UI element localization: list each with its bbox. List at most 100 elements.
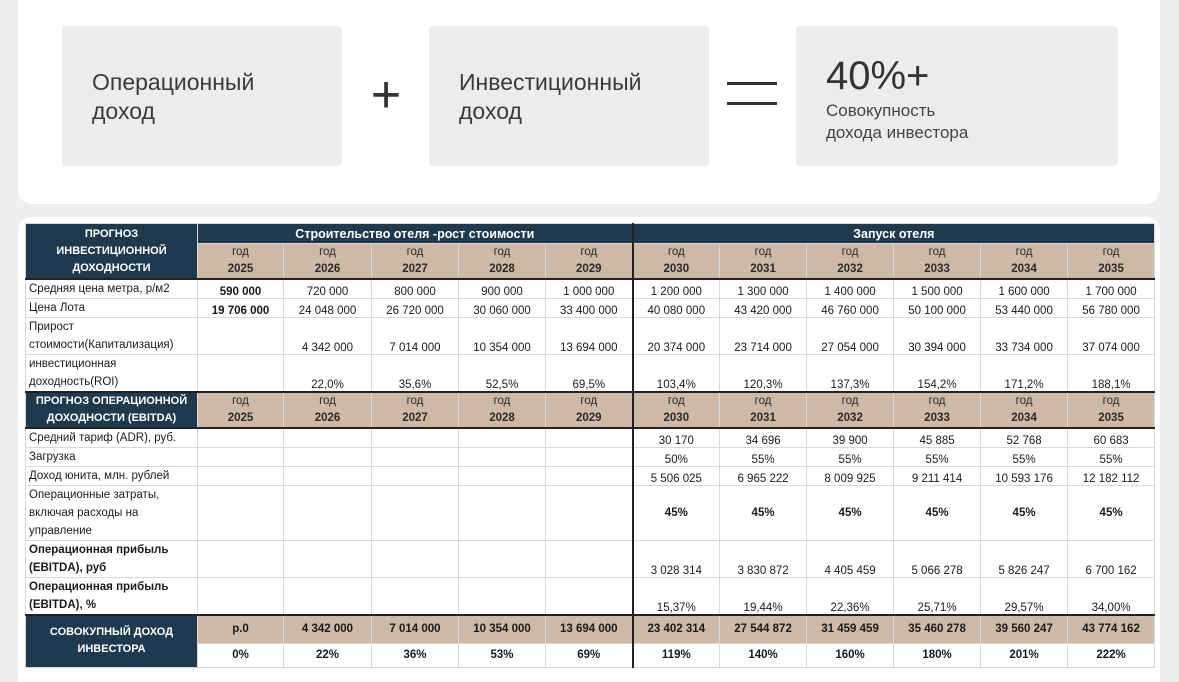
total-income-caption: Совокупность дохода инвестора bbox=[826, 101, 969, 142]
roi-row-cell: 35,6% bbox=[371, 354, 459, 393]
total-income-cell: 31 459 459 bbox=[806, 614, 895, 644]
load-row-cell: 55% bbox=[806, 447, 895, 467]
year-word: год bbox=[1102, 395, 1120, 407]
year-header: год 2035 bbox=[1067, 243, 1156, 280]
year-word: год bbox=[406, 395, 424, 407]
total-income-cell: р.0 bbox=[197, 614, 284, 644]
ebitda-rub-row-cell bbox=[544, 540, 634, 578]
opex-row-cell bbox=[283, 485, 372, 541]
year-word: год bbox=[667, 246, 685, 258]
year-header: год 2027 bbox=[371, 243, 459, 280]
ebitda-rub-row-label: Операционная прибыль (EBITDA), руб bbox=[25, 540, 198, 578]
year-value: 2028 bbox=[489, 263, 515, 275]
year-value: 2031 bbox=[750, 412, 776, 424]
total-percent-cell: 69% bbox=[544, 642, 634, 668]
ebitda-pct-row-cell bbox=[371, 577, 459, 616]
year-word: год bbox=[493, 246, 511, 258]
lot-price-row-cell: 46 760 000 bbox=[806, 298, 895, 318]
avg-price-row: Средняя цена метра, р/м2 590 000 720 000 80… bbox=[25, 278, 1156, 299]
opex-row-cell: 45% bbox=[719, 485, 808, 541]
year-value: 2028 bbox=[489, 412, 515, 424]
total-percent-cell: 119% bbox=[631, 642, 721, 668]
year-word: год bbox=[319, 395, 336, 407]
year-value: 2032 bbox=[837, 412, 863, 424]
opex-row-cell bbox=[371, 485, 459, 541]
year-word: год bbox=[754, 395, 772, 407]
unit-income-row-cell: 10 593 176 bbox=[980, 466, 1069, 486]
year-header: год 2025 bbox=[197, 243, 284, 280]
total-income-cell: 27 544 872 bbox=[719, 614, 808, 644]
year-header: год 2030 bbox=[631, 243, 721, 280]
ebitda-rub-row-cell: 5 826 247 bbox=[980, 540, 1069, 578]
lot-price-row-label: Цена Лота bbox=[25, 298, 198, 318]
year-header: год 2029 bbox=[544, 243, 634, 280]
ebitda-rub-row-cell: 6 700 162 bbox=[1067, 540, 1156, 578]
ebitda-pct-row-cell: 29,57% bbox=[980, 577, 1069, 616]
avg-price-row-cell: 1 300 000 bbox=[719, 278, 808, 299]
growth-row-cell: 27 054 000 bbox=[806, 317, 895, 355]
roi-row-cell: 22,0% bbox=[283, 354, 372, 393]
year-value: 2033 bbox=[924, 263, 950, 275]
year-header: год 2031 bbox=[719, 243, 808, 280]
year-header: год 2026 bbox=[283, 243, 372, 280]
year-header: год 2032 bbox=[806, 391, 895, 429]
unit-income-row-cell: 8 009 925 bbox=[806, 466, 895, 486]
ebitda-rub-row-cell bbox=[197, 540, 284, 578]
opex-row-cell bbox=[544, 485, 634, 541]
avg-price-row-cell: 800 000 bbox=[371, 278, 459, 299]
total-percent-cell: 160% bbox=[806, 642, 895, 668]
oper-years-row: ПРОГНОЗ ОПЕРАЦИОННОЙ ДОХОДНОСТИ (EBITDA)… bbox=[25, 391, 1156, 429]
year-word: год bbox=[928, 246, 946, 258]
year-header: год 2027 bbox=[371, 391, 459, 429]
ebitda-rub-row-cell bbox=[283, 540, 372, 578]
opex-row: Операционные затраты, включая расходы на… bbox=[25, 485, 1156, 541]
load-row-cell: 55% bbox=[719, 447, 808, 467]
adr-row-cell bbox=[197, 427, 284, 448]
adr-row-label: Средний тариф (ADR), руб. bbox=[25, 427, 198, 448]
unit-income-row-cell bbox=[544, 466, 634, 486]
year-header: год 2025 bbox=[197, 391, 284, 429]
investment-income-text: Инвестиционный доход bbox=[459, 69, 642, 124]
year-header: год 2033 bbox=[893, 243, 982, 280]
avg-price-row-cell: 1 000 000 bbox=[544, 278, 634, 299]
year-value: 2034 bbox=[1011, 263, 1037, 275]
year-word: год bbox=[232, 246, 249, 258]
opex-row-cell: 45% bbox=[806, 485, 895, 541]
year-header: год 2026 bbox=[283, 391, 372, 429]
ebitda-pct-row-cell bbox=[197, 577, 284, 616]
year-word: год bbox=[232, 395, 249, 407]
year-word: год bbox=[841, 395, 859, 407]
roi-row-cell: 120,3% bbox=[719, 354, 808, 393]
year-value: 2027 bbox=[402, 412, 428, 424]
adr-row-cell: 39 900 bbox=[806, 427, 895, 448]
ebitda-rub-row-cell: 3 028 314 bbox=[631, 540, 721, 578]
ebitda-pct-row-cell bbox=[283, 577, 372, 616]
load-row: Загрузка 50% 55% 55% 55% 55% 55% bbox=[25, 447, 1156, 467]
roi-row-cell: 137,3% bbox=[806, 354, 895, 393]
roi-row-cell: 188,1% bbox=[1067, 354, 1156, 393]
header-phase-row: ПРОГНОЗ ИНВЕСТИЦИОННОЙ ДОХОДНОСТИ Строите… bbox=[25, 223, 1156, 280]
ebitda-rub-row: Операционная прибыль (EBITDA), руб 3 028 … bbox=[25, 540, 1156, 578]
year-word: год bbox=[754, 246, 772, 258]
ebitda-pct-row-cell: 34,00% bbox=[1067, 577, 1156, 616]
ebitda-pct-row-cell bbox=[544, 577, 634, 616]
avg-price-row-cell: 900 000 bbox=[458, 278, 546, 299]
invest-forecast-title: ПРОГНОЗ ИНВЕСТИЦИОННОЙ ДОХОДНОСТИ bbox=[25, 223, 198, 280]
adr-row-cell bbox=[544, 427, 634, 448]
total-income-cell: 35 460 278 bbox=[893, 614, 982, 644]
year-word: год bbox=[1015, 246, 1033, 258]
lot-price-row-cell: 53 440 000 bbox=[980, 298, 1069, 318]
load-row-cell bbox=[458, 447, 546, 467]
investment-income-box: Инвестиционный доход bbox=[429, 26, 709, 166]
year-word: год bbox=[667, 395, 685, 407]
year-header: год 2035 bbox=[1067, 391, 1156, 429]
ebitda-pct-row-cell: 22,36% bbox=[806, 577, 895, 616]
opex-row-cell: 45% bbox=[631, 485, 721, 541]
growth-row-cell: 13 694 000 bbox=[544, 317, 634, 355]
total-percent-cell: 222% bbox=[1067, 642, 1156, 668]
total-income-cell: 10 354 000 bbox=[458, 614, 546, 644]
phase-launch: Запуск отеля bbox=[631, 223, 1156, 244]
roi-row-cell bbox=[197, 354, 284, 393]
year-value: 2030 bbox=[663, 263, 690, 275]
roi-row: инвестиционная доходность(ROI) 22,0% 35,6%… bbox=[25, 354, 1156, 393]
